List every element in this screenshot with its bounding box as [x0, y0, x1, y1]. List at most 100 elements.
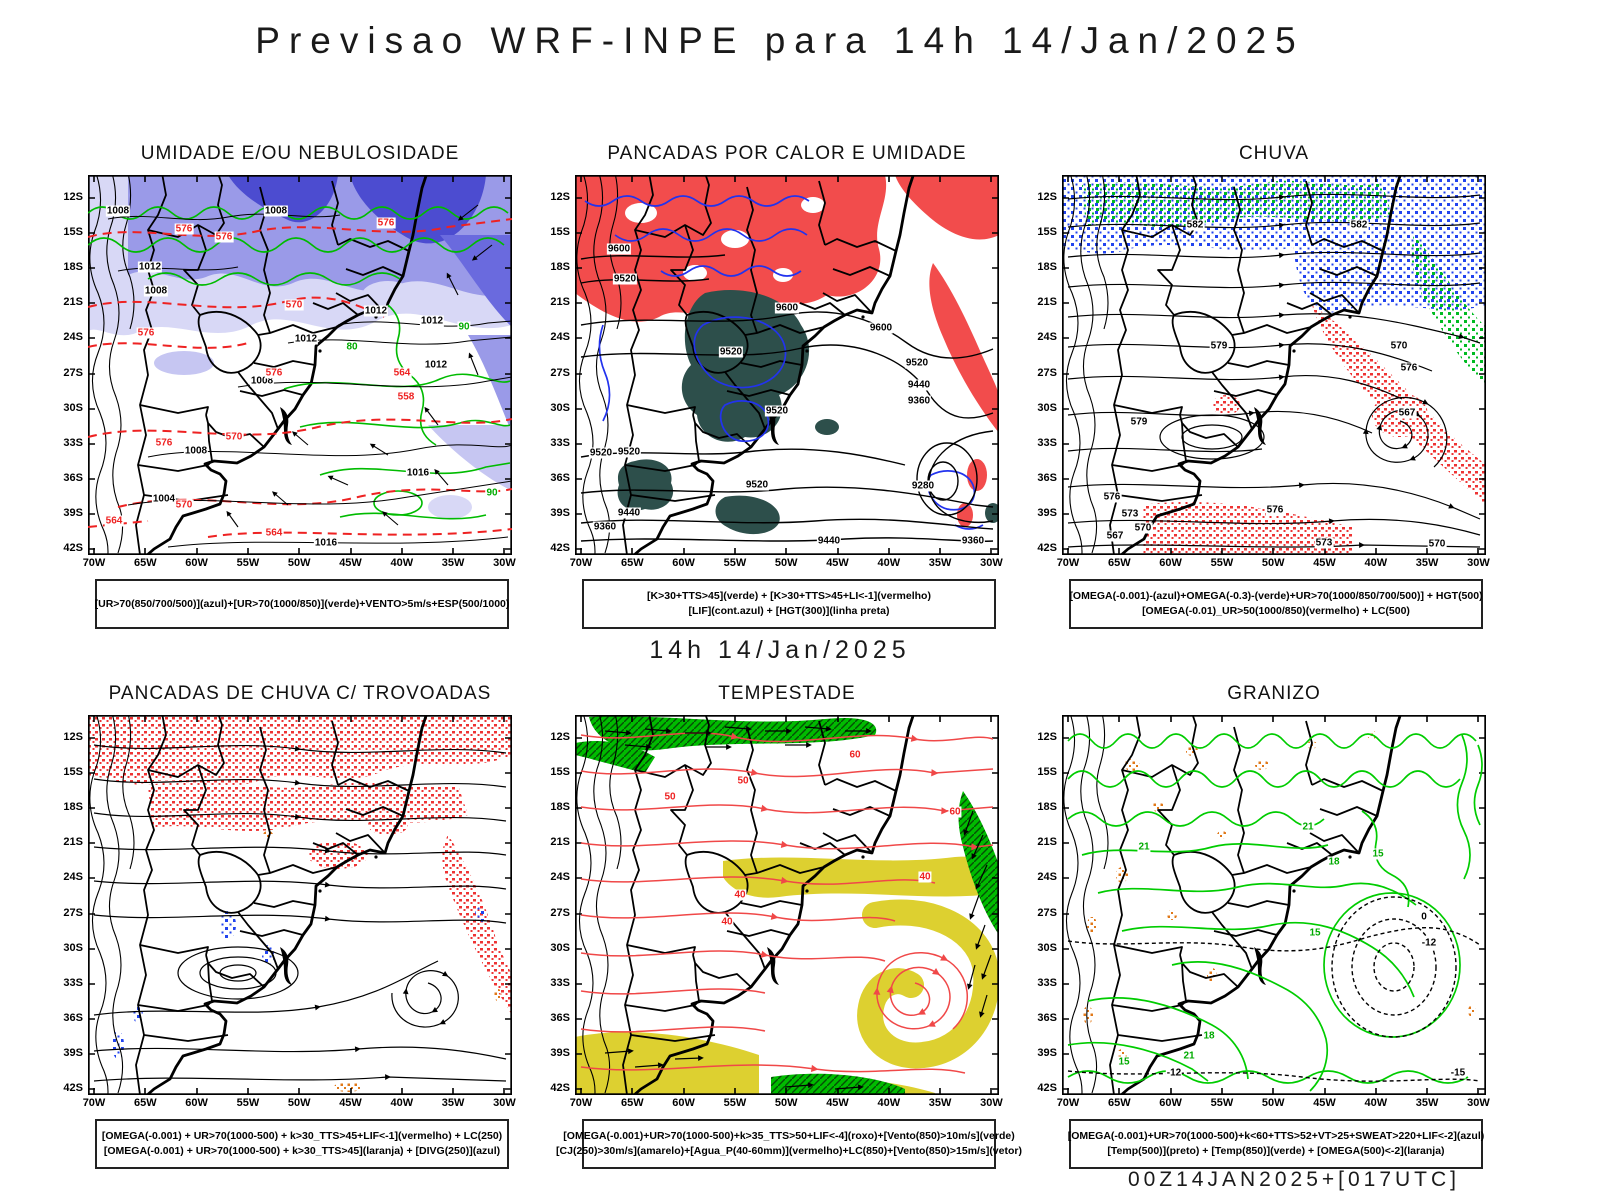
axis-tick-label: 39S: [63, 1046, 83, 1059]
axis-tick-label: 27S: [1037, 906, 1057, 919]
axis-tick-label: 50W: [1261, 557, 1285, 569]
axis-tick-label: 65W: [133, 557, 157, 569]
jet-spiral-arm: [857, 899, 999, 1069]
axis-tick-label: 70W: [82, 557, 106, 569]
axis-tick-label: 60W: [672, 557, 695, 569]
axis-tick-label: 18S: [550, 261, 570, 274]
chuva-caption: [OMEGA(-0.001)-(azul)+OMEGA(-0.3)-(verde…: [1069, 579, 1483, 629]
panel-pancadas-calor: PANCADAS POR CALOR E UMIDADE 12S 15S 18S 21…: [550, 143, 1003, 635]
umidade-lat-axis: 12S 15S 18S 21S 24S 27S 30S 33S 36S 39S 42S: [54, 175, 86, 555]
axis-tick-label: 21S: [63, 296, 83, 309]
axis-tick-label: 33S: [550, 436, 570, 449]
axis-tick-label: 70W: [82, 1097, 106, 1109]
axis-tick-label: 55W: [236, 1097, 260, 1109]
axis-tick-label: 15S: [550, 766, 570, 779]
jet-yellow-areas: [575, 856, 999, 1095]
axis-tick-label: 42S: [550, 542, 570, 554]
axis-tick-label: 39S: [550, 506, 570, 519]
umidade-map-svg: [88, 175, 512, 555]
axis-tick-label: 30S: [1037, 941, 1057, 954]
omega-orange-speckles: [1083, 731, 1476, 1061]
red-streamlines: [580, 732, 994, 1074]
axis-tick-label: 18S: [550, 801, 570, 814]
panel-chuva-title: CHUVA: [1238, 143, 1310, 164]
pancadas-calor-caption: [K>30+TTS>45](verde) + [K>30+TTS>45+LI<-…: [582, 579, 996, 629]
axis-tick-label: 45W: [339, 557, 362, 569]
axis-tick-label: 15S: [550, 226, 570, 239]
wind-arrows: [226, 204, 493, 528]
axis-tick-label: 35W: [928, 1097, 952, 1109]
axis-tick-label: 50W: [774, 557, 798, 569]
axis-tick-label: 21S: [550, 296, 570, 309]
axis-tick-label: 24S: [63, 331, 83, 344]
panel-tempestade: TEMPESTADE 12S 15S 18S 21S 24S 27S 30S 33S 36S 39…: [550, 683, 1022, 1175]
axis-tick-label: 18S: [63, 261, 83, 274]
axis-tick-label: 45W: [1313, 557, 1336, 569]
axis-tick-label: 35W: [441, 557, 465, 569]
tempestade-map: [575, 715, 999, 1095]
pancadas-calor-lat-axis: 12S 15S 18S 21S 24S 27S 30S 33S 36S 39S 42S: [541, 175, 573, 555]
granizo-caption: [OMEGA(-0.001)+UR>70(1000-500)+k<60+TTS>…: [1068, 1119, 1484, 1169]
pancadas-calor-map: [575, 175, 999, 555]
axis-tick-label: 36S: [1037, 1011, 1057, 1024]
axis-tick-label: 27S: [63, 366, 83, 379]
lif-blue-contours: [584, 195, 984, 530]
axis-tick-label: 42S: [63, 542, 83, 554]
axis-tick-label: 33S: [1037, 976, 1057, 989]
axis-tick-label: 50W: [774, 1097, 798, 1109]
axis-tick-label: 24S: [550, 871, 570, 884]
axis-tick-label: 40W: [390, 557, 414, 569]
panel-pancadas-trovoadas-title: PANCADAS DE CHUVA C/ TROVOADAS: [108, 683, 492, 704]
axis-tick-label: 30S: [1037, 401, 1057, 414]
pancadas-calor-map-svg: [575, 175, 999, 555]
axis-tick-label: 27S: [550, 906, 570, 919]
panel-chuva: CHUVA 12S 15S 18S 21S 24S 27S 30S 33S 36S 39S 42S: [1037, 143, 1490, 635]
umidade-map: [88, 175, 512, 555]
axis-tick-label: 24S: [63, 871, 83, 884]
tempestade-caption: [OMEGA(-0.001)+UR>70(1000-500)+k>35_TTS>…: [556, 1119, 1022, 1169]
panel-tempestade-title: TEMPESTADE: [718, 683, 856, 704]
axis-tick-label: 65W: [1107, 1097, 1131, 1109]
axis-tick-label: 36S: [550, 471, 570, 484]
axis-tick-label: 70W: [1056, 1097, 1080, 1109]
axis-tick-label: 27S: [550, 366, 570, 379]
granizo-map: [1062, 715, 1486, 1095]
axis-tick-label: 12S: [550, 191, 570, 203]
streamlines: [93, 744, 507, 1082]
panel-granizo-title: GRANIZO: [1227, 683, 1321, 704]
axis-tick-label: 40W: [390, 1097, 414, 1109]
axis-tick-label: 45W: [826, 1097, 849, 1109]
granizo-lon-axis: 70W 65W 60W 55W 50W 45W 40W 35W 30W: [1057, 1097, 1490, 1113]
rain-speckle-areas: [1062, 175, 1486, 555]
tempestade-lon-axis: 70W 65W 60W 55W 50W 45W 40W 35W 30W: [570, 1097, 1003, 1113]
run-timestamp-label: 00Z14JAN2025+[017UTC]: [1127, 1168, 1460, 1191]
axis-tick-label: 36S: [550, 1011, 570, 1024]
axis-tick-label: 45W: [1313, 1097, 1336, 1109]
instability-teal-areas: [617, 289, 999, 535]
axis-tick-label: 55W: [236, 557, 260, 569]
axis-tick-label: 30W: [493, 1097, 516, 1109]
axis-tick-label: 50W: [1261, 1097, 1285, 1109]
axis-tick-label: 65W: [620, 1097, 644, 1109]
axis-tick-label: 70W: [1056, 557, 1080, 569]
panel-umidade: UMIDADE E/OU NEBULOSIDADE 12S 15S 18S 21S 24…: [63, 143, 516, 635]
umidade-lon-axis: 70W 65W 60W 55W 50W 45W 40W 35W 30W: [83, 557, 516, 573]
axis-tick-label: 55W: [1210, 557, 1234, 569]
axis-tick-label: 18S: [1037, 261, 1057, 274]
axis-tick-label: 50W: [287, 1097, 311, 1109]
granizo-lat-axis: 12S 15S 18S 21S 24S 27S 30S 33S 36S 39S 42S: [1028, 715, 1060, 1095]
tempestade-lat-axis: 12S 15S 18S 21S 24S 27S 30S 33S 36S 39S 42S: [541, 715, 573, 1095]
axis-tick-label: 27S: [63, 906, 83, 919]
axis-tick-label: 35W: [928, 557, 952, 569]
hgt300-contours: [580, 254, 994, 542]
axis-tick-label: 36S: [63, 471, 83, 484]
axis-tick-label: 39S: [550, 1046, 570, 1059]
axis-tick-label: 36S: [1037, 471, 1057, 484]
axis-tick-label: 40W: [877, 557, 901, 569]
axis-tick-label: 39S: [1037, 506, 1057, 519]
axis-tick-label: 33S: [1037, 436, 1057, 449]
axis-tick-label: 18S: [1037, 801, 1057, 814]
axis-tick-label: 42S: [1037, 1082, 1057, 1094]
axis-tick-label: 65W: [133, 1097, 157, 1109]
axis-tick-label: 60W: [185, 557, 208, 569]
